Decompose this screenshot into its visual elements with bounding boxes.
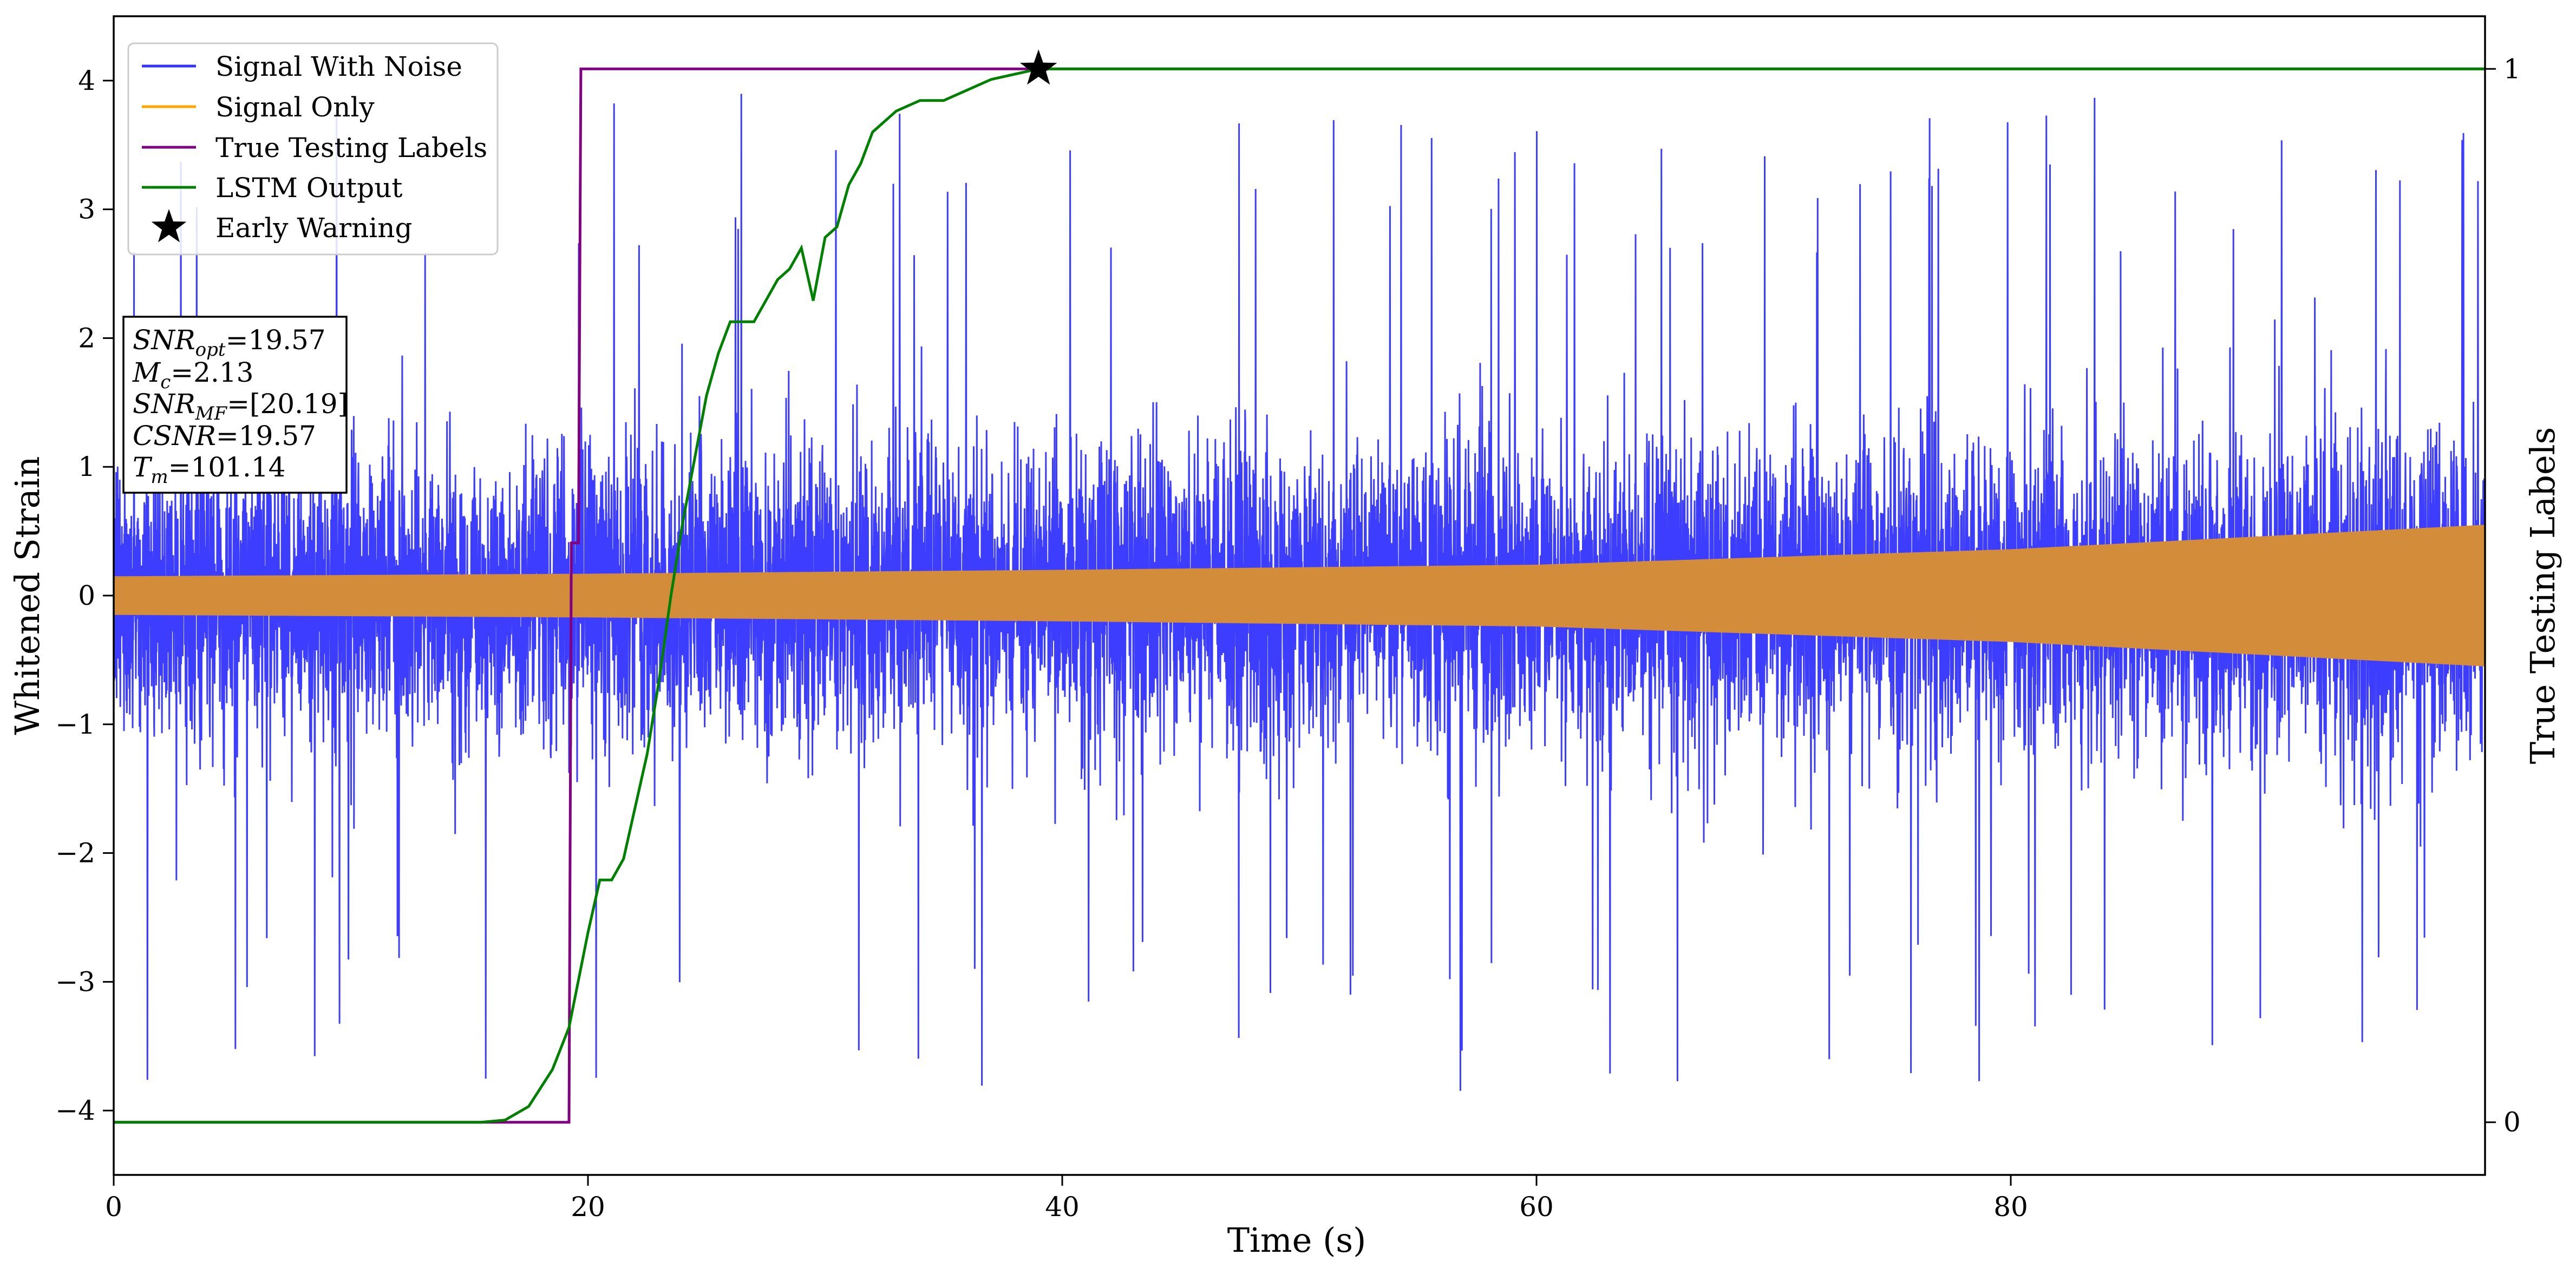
x-tick-label-60: 60 [1519, 1191, 1554, 1223]
y-tick-label-0: 0 [78, 580, 95, 611]
y-tick-label--2: −2 [55, 838, 95, 869]
y-tick-label-4: 4 [78, 65, 95, 96]
lstm-output-series [114, 67, 2485, 1124]
lstm-output-line [114, 67, 2485, 1124]
stats-line-mc: Mc=2.13 [132, 357, 253, 393]
y2-tick-label-1: 1 [2503, 53, 2521, 84]
y2-tick-label-0: 0 [2503, 1107, 2521, 1138]
legend-label-lstm-output: LSTM Output [215, 172, 402, 204]
legend-star-icon [151, 209, 187, 243]
y-tick-label-1: 1 [78, 451, 95, 482]
y-tick-label-3: 3 [78, 194, 95, 225]
legend-label-true-testing-labels: True Testing Labels [215, 132, 487, 164]
x-axis-label: Time (s) [1227, 1220, 1367, 1260]
y-tick-label-2: 2 [78, 322, 95, 354]
x-tick-label-20: 20 [571, 1191, 605, 1223]
early-warning-star-0 [1020, 49, 1057, 85]
y-axis-label: Whitened Strain [8, 456, 47, 735]
stats-line-csnr: CSNR=19.57 [133, 420, 316, 452]
stats-line-snr-mf: SNRMF=[20.19] [133, 388, 348, 424]
y-tick-label--3: −3 [55, 966, 95, 997]
x-tick-label-0: 0 [105, 1191, 122, 1223]
signal-only-series [114, 525, 2485, 667]
y-axis-left: −4 −3 −2 −1 0 1 2 3 4 [55, 65, 114, 1126]
early-warning-markers [1020, 49, 1057, 85]
x-tick-label-80: 80 [1993, 1191, 2028, 1223]
y-axis-right: 01 [2485, 53, 2521, 1138]
y-tick-label--1: −1 [55, 709, 95, 740]
y2-axis-label: True Testing Labels [2523, 427, 2562, 765]
legend-label-signal-only: Signal Only [215, 92, 375, 123]
stats-annotation-frame [122, 316, 348, 494]
legend-label-early-warning: Early Warning [215, 212, 413, 244]
legend: Signal With Noise Signal Only True Testi… [127, 42, 499, 256]
legend-label-signal-with-noise: Signal With Noise [215, 51, 462, 82]
x-axis: 0 20 40 60 80 [105, 1175, 2028, 1223]
signal-only-envelope [114, 525, 2485, 667]
x-tick-label-40: 40 [1045, 1191, 1080, 1223]
stats-line-tm: Tm=101.14 [133, 452, 285, 488]
stats-line-snr-opt: SNRopt=19.57 [133, 324, 326, 361]
y-tick-label--4: −4 [55, 1095, 95, 1126]
stats-annotation-box: SNRopt=19.57 Mc=2.13 SNRMF=[20.19] CSNR=… [122, 316, 348, 494]
legend-frame [127, 42, 499, 256]
